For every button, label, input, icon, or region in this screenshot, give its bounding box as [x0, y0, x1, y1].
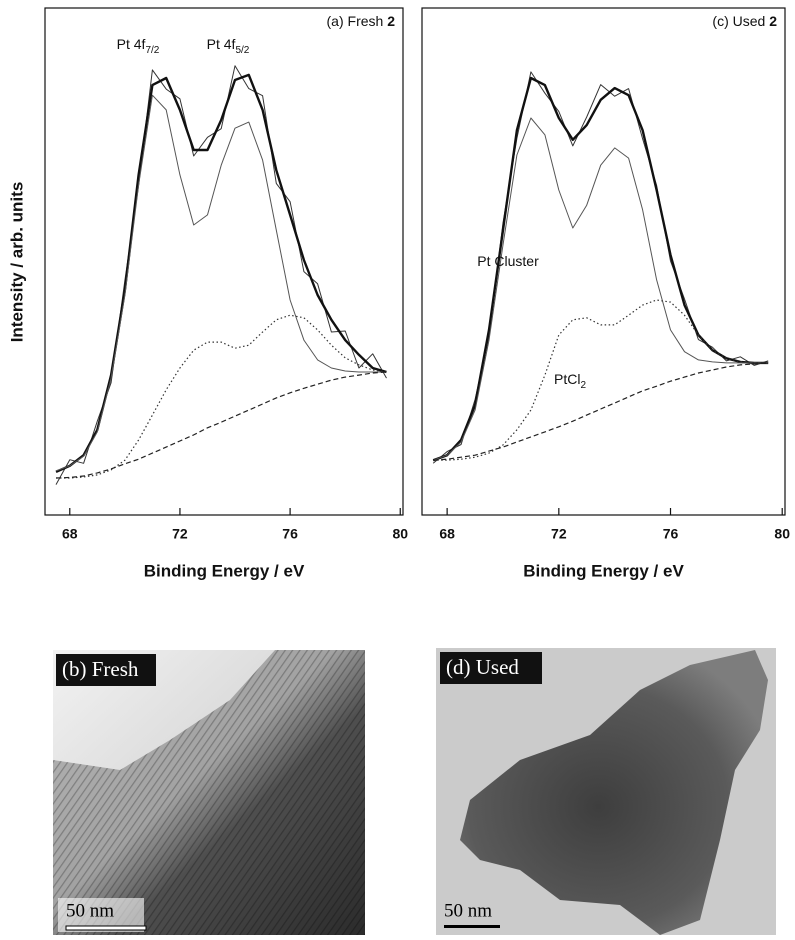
annotation-text: Pt Cluster [477, 253, 539, 269]
xps-chart: 68 72 76 80 Binding Energy / eV Intensity / a… [7, 7, 408, 580]
series-line [55, 371, 387, 479]
x-tick-label: 80 [392, 526, 408, 542]
panel-label-number: 2 [769, 13, 777, 29]
x-tick-label: 72 [551, 526, 567, 542]
tem-image-fresh: (b) Fresh 50 nm [53, 650, 365, 935]
series-line [55, 73, 387, 473]
x-tick-label: 72 [172, 526, 188, 542]
panel-label: (c) Used 2 [712, 13, 777, 29]
x-tick-label: 76 [663, 526, 679, 542]
pore-texture [53, 650, 365, 935]
xps-chart: 68 72 76 80 Binding Energy / eV (c) Used 2 Pt … [421, 7, 790, 580]
x-tick-label: 80 [774, 526, 790, 542]
annotation-text: Pt 4f [117, 36, 146, 52]
annotation-subscript: 7/2 [145, 45, 159, 56]
scale-bar [444, 925, 500, 928]
series-line [55, 94, 387, 472]
charts: 68 72 76 80 Binding Energy / eV Intensity / a… [7, 7, 790, 580]
scale-bar-label: 50 nm [66, 900, 114, 921]
label-box [440, 652, 542, 684]
image-label: (d) Used [446, 655, 519, 679]
annotation: PtCl2 [554, 371, 586, 391]
series-line [433, 362, 769, 461]
annotation-text: Pt 4f [207, 36, 236, 52]
panel-label-number: 2 [387, 13, 395, 29]
particle [53, 650, 365, 935]
series-line [432, 71, 769, 464]
annotation-subscript: 5/2 [235, 45, 249, 56]
panel-label-text: (a) Fresh [327, 13, 388, 29]
x-tick-label: 76 [282, 526, 298, 542]
y-axis-label: Intensity / arb. units [7, 182, 26, 343]
panel-label-text: (c) Used [712, 13, 769, 29]
series-line [433, 299, 769, 461]
scale-bar-label: 50 nm [444, 900, 492, 921]
annotation: Pt 4f7/2 [117, 36, 160, 56]
series-line [432, 76, 769, 462]
series-line [433, 117, 769, 461]
series-line [56, 314, 387, 479]
annotation-text: PtCl [554, 371, 580, 387]
plot-frame [421, 7, 786, 516]
x-tick-label: 68 [62, 526, 78, 542]
particle [460, 650, 768, 935]
scale-bar [65, 925, 147, 931]
panel-label: (a) Fresh 2 [327, 13, 396, 29]
tem-image-used: (d) Used 50 nm [436, 648, 776, 935]
annotation: Pt Cluster [477, 253, 539, 269]
plot-frame [44, 7, 404, 516]
x-tick-label: 68 [439, 526, 455, 542]
series-line [55, 65, 387, 485]
x-axis-label: Binding Energy / eV [523, 561, 684, 580]
label-box [56, 654, 156, 686]
annotation-subscript: 2 [580, 380, 586, 391]
x-axis-label: Binding Energy / eV [144, 561, 305, 580]
annotation: Pt 4f5/2 [207, 36, 250, 56]
image-label: (b) Fresh [62, 657, 139, 681]
